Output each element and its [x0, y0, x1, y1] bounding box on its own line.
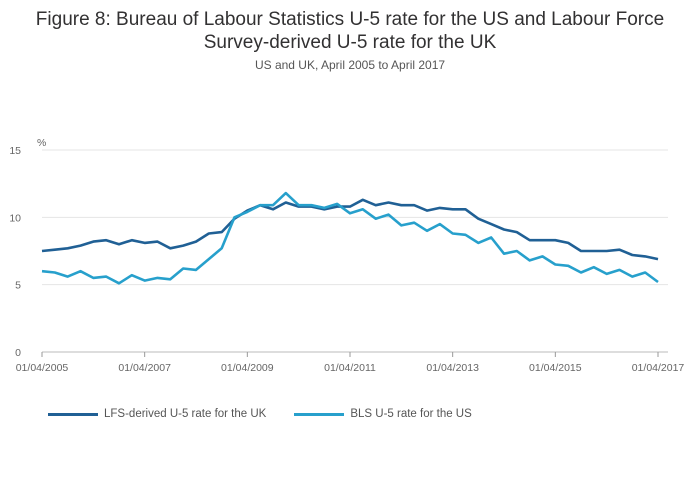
series-line-us — [41, 191, 659, 285]
x-tick-label: 01/04/2005 — [16, 362, 69, 374]
chart-title: Figure 8: Bureau of Labour Statistics U-… — [0, 8, 700, 54]
legend-swatch-uk — [48, 412, 98, 416]
y-tick-label: 0 — [15, 347, 21, 359]
x-tick-label: 01/04/2015 — [529, 362, 582, 374]
title-line-1: Figure 8: Bureau of Labour Statistics U-… — [35, 9, 665, 30]
chart-subtitle: US and UK, April 2005 to April 2017 — [254, 58, 446, 72]
series-line-uk — [41, 198, 659, 261]
legend-label-uk: LFS-derived U-5 rate for the UK — [104, 408, 267, 420]
x-tick-label: 01/04/2007 — [118, 362, 171, 374]
x-tick-label: 01/04/2017 — [632, 362, 685, 374]
legend-item-us: BLS U-5 rate for the US — [294, 408, 472, 420]
legend-swatch-us — [294, 412, 345, 416]
legend-item-uk: LFS-derived U-5 rate for the UK — [48, 408, 266, 420]
legend-label-us: BLS U-5 rate for the US — [350, 408, 472, 420]
x-tick-label: 01/04/2009 — [221, 362, 274, 374]
title-line-2: Survey-derived U-5 rate for the UK — [203, 32, 497, 53]
y-tick-label: 15 — [9, 145, 21, 157]
legend: LFS-derived U-5 rate for the UK BLS U-5 … — [48, 408, 472, 420]
y-axis-label: % — [37, 137, 46, 149]
x-tick-label: 01/04/2013 — [426, 362, 479, 374]
plot-area: % 0 5 10 15 01/04/2005 01/04/2007 01/04/2009 01… — [9, 137, 685, 374]
y-tick-label: 10 — [9, 212, 21, 224]
x-tick-label: 01/04/2011 — [324, 362, 376, 374]
y-tick-label: 5 — [15, 280, 21, 292]
